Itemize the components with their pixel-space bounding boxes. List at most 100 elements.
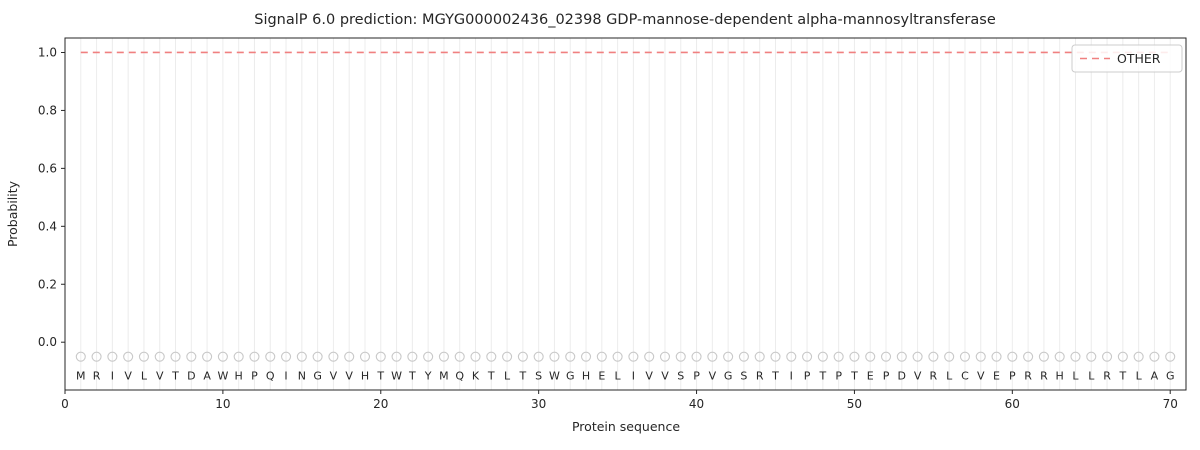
residue-marker bbox=[186, 351, 197, 362]
x-tick-label: 50 bbox=[847, 397, 862, 411]
residue-letter: P bbox=[804, 369, 811, 382]
residue-marker bbox=[1054, 351, 1065, 362]
residue-marker bbox=[470, 351, 481, 362]
residue-marker bbox=[1165, 351, 1176, 362]
residue-letter: E bbox=[598, 369, 605, 382]
residue-letter: H bbox=[1056, 369, 1064, 382]
y-tick-label: 0.8 bbox=[38, 103, 57, 117]
residue-marker bbox=[75, 351, 86, 362]
residue-marker bbox=[675, 351, 686, 362]
residue-letter: I bbox=[790, 369, 793, 382]
x-tick-label: 70 bbox=[1163, 397, 1178, 411]
residue-marker bbox=[107, 351, 118, 362]
residue-marker bbox=[265, 351, 276, 362]
residue-marker bbox=[202, 351, 213, 362]
residue-letter: R bbox=[1103, 369, 1111, 382]
legend-label: OTHER bbox=[1117, 51, 1161, 66]
residue-marker bbox=[817, 351, 828, 362]
residue-marker bbox=[659, 351, 671, 362]
residue-letter: T bbox=[1118, 369, 1126, 382]
residue-letter: Y bbox=[424, 369, 432, 382]
residue-marker bbox=[959, 351, 971, 362]
residue-letter: P bbox=[883, 369, 890, 382]
residue-letter: H bbox=[235, 369, 243, 382]
residue-marker bbox=[407, 351, 418, 362]
residue-letter: W bbox=[217, 369, 228, 382]
x-tick-label: 10 bbox=[215, 397, 230, 411]
x-tick-label: 60 bbox=[1005, 397, 1020, 411]
residue-marker bbox=[1086, 351, 1097, 362]
residue-marker bbox=[1102, 351, 1113, 362]
residue-marker bbox=[770, 351, 781, 362]
residue-marker bbox=[91, 351, 102, 362]
y-axis-label: Probability bbox=[5, 180, 20, 247]
residue-letter: N bbox=[298, 369, 306, 382]
residue-marker bbox=[644, 351, 655, 362]
residue-letter: G bbox=[313, 369, 322, 382]
residue-letter: K bbox=[472, 369, 480, 382]
residue-marker bbox=[123, 351, 134, 362]
residue-letter: V bbox=[124, 369, 132, 382]
residue-letter: T bbox=[771, 369, 779, 382]
residue-marker bbox=[328, 351, 339, 362]
residue-letter: R bbox=[930, 369, 938, 382]
residue-letter: L bbox=[615, 369, 622, 382]
y-tick-label: 1.0 bbox=[38, 45, 57, 59]
residue-letter: T bbox=[519, 369, 527, 382]
residue-letter: T bbox=[408, 369, 416, 382]
residue-letter: V bbox=[330, 369, 338, 382]
residue-marker bbox=[1070, 351, 1081, 362]
residue-marker bbox=[612, 351, 623, 362]
residue-letter: M bbox=[76, 369, 86, 382]
residue-marker bbox=[691, 351, 702, 362]
residue-letter: L bbox=[1136, 369, 1143, 382]
residue-letter: D bbox=[187, 369, 195, 382]
residue-letter: I bbox=[111, 369, 114, 382]
y-tick-label: 0.6 bbox=[38, 161, 57, 175]
residue-letter: I bbox=[284, 369, 287, 382]
residue-marker bbox=[786, 351, 797, 362]
residue-letter: V bbox=[645, 369, 653, 382]
residue-marker bbox=[280, 351, 292, 362]
residue-marker bbox=[312, 351, 323, 362]
residue-letter: H bbox=[361, 369, 369, 382]
residue-marker bbox=[1038, 351, 1049, 362]
residue-marker bbox=[896, 351, 907, 362]
residue-letter: W bbox=[391, 369, 402, 382]
residue-marker bbox=[502, 351, 513, 362]
plot-border bbox=[64, 37, 1187, 391]
residue-letter: T bbox=[850, 369, 858, 382]
residue-letter: T bbox=[487, 369, 495, 382]
residue-marker bbox=[565, 351, 576, 362]
residue-marker bbox=[1023, 351, 1034, 362]
residue-letter: P bbox=[251, 369, 258, 382]
residue-marker bbox=[296, 351, 307, 362]
residue-marker bbox=[359, 351, 371, 362]
residue-marker bbox=[549, 351, 560, 362]
residue-marker bbox=[865, 351, 876, 362]
residue-marker bbox=[438, 351, 449, 362]
residue-letter: T bbox=[376, 369, 384, 382]
residue-letter: M bbox=[439, 369, 449, 382]
chart-title: SignalP 6.0 prediction: MGYG000002436_02… bbox=[254, 12, 996, 28]
residue-marker bbox=[517, 351, 528, 362]
residue-marker bbox=[154, 351, 165, 362]
residue-letter: Q bbox=[266, 369, 275, 382]
residue-letter: C bbox=[961, 369, 969, 382]
residue-marker bbox=[596, 351, 607, 362]
residue-marker bbox=[375, 351, 386, 362]
residue-letter: R bbox=[756, 369, 764, 382]
residue-letter: R bbox=[1024, 369, 1032, 382]
residue-letter: H bbox=[582, 369, 590, 382]
residue-marker bbox=[849, 351, 860, 362]
residue-letter: V bbox=[345, 369, 353, 382]
x-tick-label: 30 bbox=[531, 397, 546, 411]
residue-letter: W bbox=[549, 369, 560, 382]
residue-letter: S bbox=[677, 369, 684, 382]
residue-marker bbox=[928, 351, 939, 362]
residue-letter: P bbox=[1009, 369, 1016, 382]
residue-marker bbox=[454, 351, 465, 362]
residue-letter: E bbox=[993, 369, 1000, 382]
residue-letter: T bbox=[171, 369, 179, 382]
